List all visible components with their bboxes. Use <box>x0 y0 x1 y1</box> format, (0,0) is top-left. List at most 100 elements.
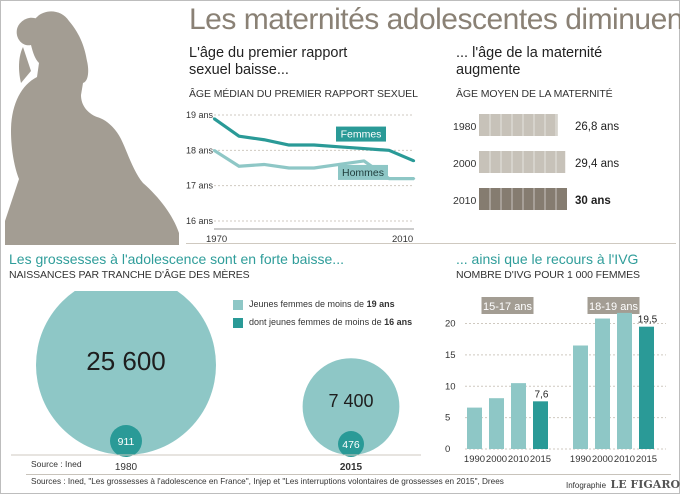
data-point <box>362 147 366 150</box>
data-point <box>287 166 291 170</box>
data-point <box>212 149 216 152</box>
x-tick-label: 2015 <box>636 454 657 465</box>
y-tick-label: 19 ans <box>186 110 214 120</box>
y-tick-label: 17 ans <box>186 181 214 191</box>
maternity-bar-rect <box>479 114 558 136</box>
data-point <box>237 165 241 168</box>
bar-value-label: 30 ans <box>575 195 611 207</box>
data-point <box>312 166 316 170</box>
bubble-under19 <box>36 291 216 455</box>
group-header-label: 15-17 ans <box>483 301 532 313</box>
bubble-under19 <box>302 358 400 455</box>
series-label-hommes: Hommes <box>342 167 384 179</box>
maternity-heading: ... l'âge de la maternité augmente <box>456 45 602 79</box>
x-tick-label: 2000 <box>592 454 613 465</box>
births-source: Source : Ined <box>31 459 82 469</box>
group-header-box <box>481 297 534 314</box>
legend-under19: Jeunes femmes de moins de 19 ans <box>249 299 395 309</box>
sex-heading: L'âge du premier rapport sexuel baisse..… <box>189 45 347 79</box>
legend-swatch-under19 <box>233 300 243 310</box>
x-tick-label: 2000 <box>486 454 507 465</box>
legend-under19-text: Jeunes femmes de moins de <box>249 299 367 309</box>
sex-heading-line1: L'âge du premier rapport <box>189 45 348 61</box>
legend-box-hommes <box>338 164 388 180</box>
bubble-value-label: 25 600 <box>86 346 166 376</box>
bar-category-label: 2010 <box>453 195 477 207</box>
births-bubble-chart: 25 600 911 1980 7 400 476 2015 <box>11 291 421 471</box>
main-title: Les maternités adolescentes diminuent <box>189 3 680 36</box>
ivg-bar <box>617 312 632 449</box>
legend-under16-text: dont jeunes femmes de moins de <box>249 317 385 327</box>
x-tick-label: 1990 <box>570 454 591 465</box>
bar-value-label: 26,8 ans <box>575 121 619 133</box>
x-tick-label: 2015 <box>530 454 551 465</box>
bubble-under16 <box>338 431 364 457</box>
legend-swatch-under16 <box>233 318 243 328</box>
data-point <box>412 159 416 163</box>
data-point <box>287 143 291 147</box>
credit-infographie: Infographie <box>566 481 607 490</box>
maternity-heading-line2: augmente <box>456 62 521 78</box>
x-tick-label: 2010 <box>508 454 529 465</box>
x-tick-label: 1970 <box>206 234 227 243</box>
credit-le-figaro: LE FIGARO <box>610 478 680 491</box>
maternity-caption: ÂGE MOYEN DE LA MATERNITÉ <box>456 88 613 100</box>
x-tick-label: 1990 <box>464 454 485 465</box>
ivg-bar <box>639 326 654 449</box>
ivg-bar <box>489 398 504 449</box>
bubble-category-label: 2015 <box>340 462 363 471</box>
group-header-label: 18-19 ans <box>589 301 638 313</box>
bar-value-label: 29,4 ans <box>575 158 619 170</box>
births-heading: Les grossesses à l'adolescence sont en f… <box>9 251 344 267</box>
ivg-bar <box>595 318 610 449</box>
y-tick-label: 5 <box>445 413 450 424</box>
bar-category-label: 2000 <box>453 158 477 170</box>
data-point <box>262 163 266 166</box>
bubble-under16 <box>110 425 142 457</box>
data-point <box>237 135 241 138</box>
x-tick-label: 2010 <box>392 234 413 243</box>
y-tick-label: 18 ans <box>186 145 214 155</box>
bubble-inner-label: 476 <box>342 439 360 451</box>
pregnant-woman-silhouette-icon <box>5 11 179 245</box>
bar-value-label: 7,6 <box>535 389 549 400</box>
data-point <box>337 145 341 148</box>
data-point <box>362 159 366 163</box>
bubble-inner-label: 911 <box>118 436 135 448</box>
y-tick-label: 10 <box>445 381 456 392</box>
divider <box>186 243 676 244</box>
maternity-age-bar-chart: 1980 26,8 ans 2000 29,4 ans 2010 30 ans <box>453 114 619 210</box>
y-tick-label: 16 ans <box>186 216 214 226</box>
ivg-bar <box>533 401 548 449</box>
footer-credit: Infographie LE FIGARO <box>566 475 680 493</box>
maternity-bar-rect <box>479 151 566 173</box>
ivg-bar <box>511 383 526 449</box>
bubble-category-label: 1980 <box>115 462 138 471</box>
data-point <box>262 138 266 141</box>
ivg-bar <box>573 345 588 449</box>
legend-box-femmes <box>336 126 386 142</box>
sex-caption: ÂGE MÉDIAN DU PREMIER RAPPORT SEXUEL <box>189 88 418 100</box>
bar-value-label: 19,5 <box>638 315 658 326</box>
legend-under19-bold: 19 ans <box>366 299 395 309</box>
bubble-value-label: 7 400 <box>328 391 373 411</box>
y-tick-label: 20 <box>445 319 456 330</box>
data-point <box>412 177 416 180</box>
ivg-bar <box>467 407 482 449</box>
data-point <box>387 177 391 180</box>
age-first-sex-line-chart: 19 ans 18 ans 17 ans 16 ans 1970 2010 Femmes Ho… <box>186 110 416 243</box>
bar-category-label: 1980 <box>453 121 477 133</box>
legend-under16-bold: 16 ans <box>384 317 413 327</box>
data-point <box>312 143 316 147</box>
footer-divider <box>26 474 671 475</box>
ivg-heading: ... ainsi que le recours à l'IVG <box>456 251 639 267</box>
x-tick-label: 2010 <box>614 454 635 465</box>
maternity-bar <box>479 151 566 173</box>
series-label-femmes: Femmes <box>341 129 382 141</box>
group-header-box <box>587 297 640 314</box>
data-point <box>387 149 391 152</box>
ivg-caption: NOMBRE D'IVG POUR 1 000 FEMMES <box>456 269 640 281</box>
sex-heading-line2: sexuel baisse... <box>189 62 289 78</box>
data-point <box>212 117 216 120</box>
